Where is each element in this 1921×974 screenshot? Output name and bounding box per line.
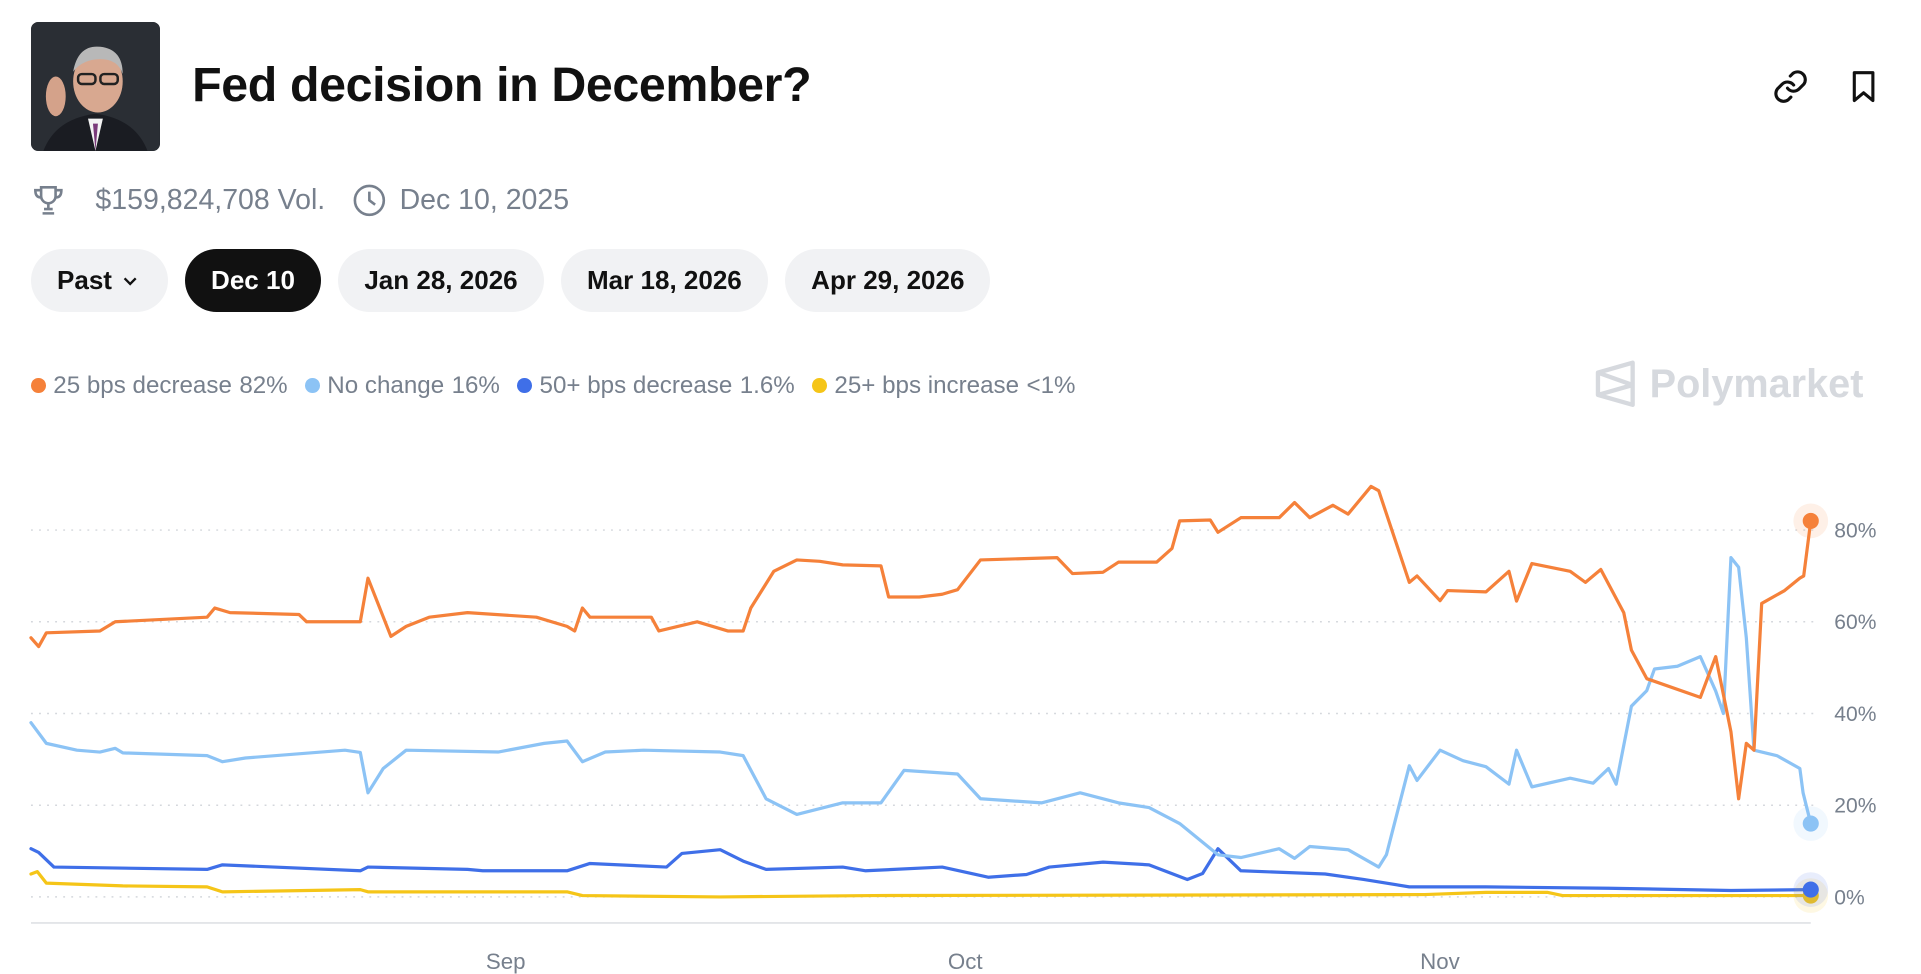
legend-item: 25 bps decrease 82% [30,371,288,400]
y-tick-label: 20% [1834,795,1876,818]
x-tick-label: Sep [486,949,526,974]
legend-dot [305,378,320,394]
legend-series-value: <1% [1026,371,1076,399]
y-tick-label: 0% [1834,887,1864,910]
tab-label: Mar 18, 2026 [587,265,742,296]
polymarket-watermark: Polymarket [1593,359,1864,409]
legend-series-value: 16% [451,371,500,399]
page-title: Fed decision in December? [192,58,812,112]
legend-series-name: 25 bps decrease [53,371,232,399]
legend-dot [517,378,533,394]
tab-jan-28-2026[interactable]: Jan 28, 2026 [338,249,544,313]
legend-item: No change 16% [305,372,500,400]
end-point-marker [1802,815,1819,833]
tab-apr-29-2026[interactable]: Apr 29, 2026 [785,249,991,313]
y-tick-label: 60% [1834,612,1876,635]
bookmark-button[interactable] [1845,68,1882,105]
legend-series-name: 50+ bps decrease [539,371,733,399]
tab-dec-10[interactable]: Dec 10 [185,249,321,313]
series-line-25-bps-increase [29,870,1813,899]
tab-label: Jan 28, 2026 [364,265,518,296]
series-line-25-bps-decrease [29,485,1813,801]
clock-icon [354,185,386,217]
legend-item: 25+ bps increase <1% [812,371,1076,400]
end-date-text: Dec 10, 2025 [399,184,570,217]
end-point-marker [1802,513,1819,530]
chevron-down-icon [124,277,137,286]
chart-legend: 25 bps decrease 82% No change 16% 50+ bps … [30,371,1076,400]
tab-label: Dec 10 [211,265,295,296]
market-portrait-image [30,22,160,152]
volume-text: $159,824,708 Vol. [95,184,326,217]
brand-name: Polymarket [1649,361,1864,406]
link-icon [1774,70,1808,103]
date-tabs: Past Dec 10 Jan 28, 2026 Mar 18, 2026 Ap… [30,249,991,313]
legend-series-value: 1.6% [739,371,795,399]
tab-label: Past [57,265,112,296]
legend-series-name: No change [327,371,445,399]
x-tick-label: Oct [948,949,983,974]
y-tick-label: 80% [1834,520,1876,543]
tab-mar-18-2026[interactable]: Mar 18, 2026 [561,249,768,313]
series-line-no-change [29,556,1813,870]
legend-series-value: 82% [239,371,288,399]
market-meta: $159,824,708 Vol. Dec 10, 2025 [31,183,569,218]
trophy-icon [34,186,63,216]
polymarket-logo-icon [1595,360,1635,408]
tab-label: Apr 29, 2026 [811,265,965,296]
legend-dot [30,378,46,394]
bookmark-icon [1853,71,1875,103]
legend-item: 50+ bps decrease 1.6% [517,372,795,400]
legend-dot [812,378,827,394]
copy-link-button[interactable] [1772,68,1809,105]
end-point-marker [1802,881,1819,899]
price-history-chart[interactable]: 0% 20% 40% 60% 80% Sep Oct Nov [0,421,1921,974]
y-tick-label: 40% [1834,703,1876,726]
legend-series-name: 25+ bps increase [834,371,1020,399]
series-line-50-bps-decrease [29,847,1813,893]
tab-past[interactable]: Past [30,249,168,313]
x-tick-label: Nov [1420,949,1461,974]
